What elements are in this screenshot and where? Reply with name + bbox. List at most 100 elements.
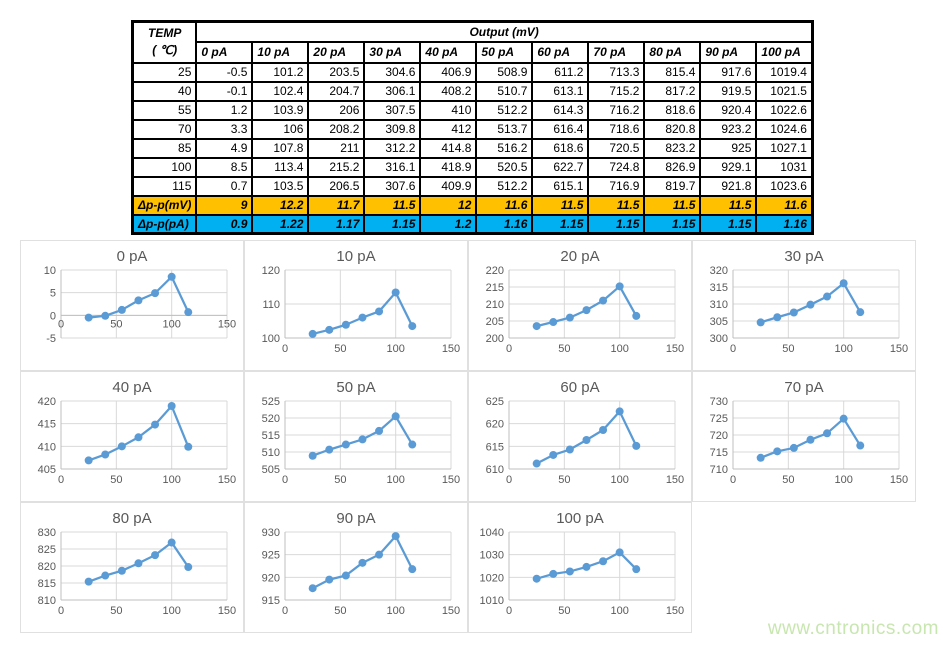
table-cell: 409.9 [419, 175, 478, 197]
svg-text:305: 305 [710, 316, 728, 328]
svg-text:1030: 1030 [480, 550, 504, 562]
svg-text:620: 620 [486, 419, 504, 431]
chart-title: 90 pA [336, 510, 376, 527]
table-cell: 107.8 [251, 137, 310, 159]
svg-text:320: 320 [710, 265, 728, 277]
column-header: 40 pA [419, 40, 478, 64]
svg-text:610: 610 [486, 464, 504, 476]
table-row: 115 0.7 103.5 206.5 307.6 409.9 512.2 615.1 716.… [131, 175, 814, 197]
table-cell: 70 [131, 118, 198, 140]
table-cell: 8.5 [195, 156, 254, 178]
svg-text:830: 830 [38, 527, 56, 539]
table-cell: 1021.5 [755, 80, 814, 102]
table-cell: 11.6 [755, 194, 814, 216]
table-cell: 102.4 [251, 80, 310, 102]
chart-0-pa: 0 pA -5 0 5 10 0 50 100 150 [20, 240, 244, 371]
table-cell: 1031 [755, 156, 814, 178]
svg-text:0: 0 [282, 343, 288, 355]
table-cell: 211 [307, 137, 366, 159]
table-row: 70 3.3 106 208.2 309.8 412 513.7 616.4 718.6 820.… [131, 118, 814, 140]
table-cell: 1.17 [307, 213, 366, 235]
table-cell: 203.5 [307, 61, 366, 83]
table-cell: 1.15 [699, 213, 758, 235]
table-cell: 11.5 [363, 194, 422, 216]
table-cell: 12 [419, 194, 478, 216]
svg-text:0: 0 [50, 310, 56, 322]
chart-title: 0 pA [116, 248, 148, 265]
svg-text:100: 100 [162, 318, 180, 330]
svg-text:50: 50 [558, 474, 570, 486]
table-cell: 622.7 [531, 156, 590, 178]
delta-pa-row: Δp-p(pA) 0.9 1.22 1.17 1.15 1.2 1.16 1.15 1.15 1.… [131, 213, 814, 235]
svg-text:615: 615 [486, 441, 504, 453]
table-cell: 208.2 [307, 118, 366, 140]
column-header: 90 pA [699, 40, 758, 64]
table-cell: 304.6 [363, 61, 422, 83]
table-cell: 1.22 [251, 213, 310, 235]
table-cell: 921.8 [699, 175, 758, 197]
svg-text:150: 150 [890, 343, 908, 355]
table-cell: 817.2 [643, 80, 702, 102]
table-cell: 11.5 [587, 194, 646, 216]
watermark: www.cntronics.com [767, 618, 939, 639]
svg-text:405: 405 [38, 464, 56, 476]
table-cell: 923.2 [699, 118, 758, 140]
table-row: 85 4.9 107.8 211 312.2 414.8 516.2 618.6 720.5 82… [131, 137, 814, 159]
svg-text:50: 50 [334, 343, 346, 355]
chart-title: 50 pA [336, 379, 376, 396]
table-cell: 1024.6 [755, 118, 814, 140]
svg-text:525: 525 [262, 396, 280, 408]
table-cell: 11.5 [643, 194, 702, 216]
svg-text:715: 715 [710, 447, 728, 459]
svg-text:150: 150 [666, 474, 684, 486]
table-cell: 920.4 [699, 99, 758, 121]
table-cell: 516.2 [475, 137, 534, 159]
table-cell: 615.1 [531, 175, 590, 197]
chart-plot: 1010 1020 1030 1040 0 50 100 150 [480, 527, 685, 617]
table-cell: 820.8 [643, 118, 702, 140]
table-cell: 1.16 [475, 213, 534, 235]
table-cell: 616.4 [531, 118, 590, 140]
svg-text:150: 150 [218, 474, 236, 486]
table-cell: 818.6 [643, 99, 702, 121]
svg-text:210: 210 [486, 299, 504, 311]
svg-text:50: 50 [558, 605, 570, 617]
chart-plot: 405 410 415 420 0 50 100 150 [38, 396, 237, 486]
chart-90-pa: 90 pA 915 920 925 930 0 50 100 150 [244, 502, 468, 633]
chart-title: 70 pA [784, 379, 824, 396]
table-cell: 215.2 [307, 156, 366, 178]
table-cell: 1.2 [195, 99, 254, 121]
temp-header-label: TEMP [148, 25, 182, 40]
chart-plot: 200 205 210 215 220 0 50 100 150 [486, 265, 685, 355]
svg-text:150: 150 [442, 474, 460, 486]
output-header: Output (mV) [195, 20, 814, 43]
table-row: 55 1.2 103.9 206 307.5 410 512.2 614.3 716.2 818.… [131, 99, 814, 121]
svg-text:925: 925 [262, 550, 280, 562]
svg-text:720: 720 [710, 430, 728, 442]
table-cell: 713.3 [587, 61, 646, 83]
table-cell: 12.2 [251, 194, 310, 216]
column-header: 30 pA [363, 40, 422, 64]
table-row: 40 -0.1 102.4 204.7 306.1 408.2 510.7 613.1 715.… [131, 80, 814, 102]
svg-text:820: 820 [38, 561, 56, 573]
svg-text:100: 100 [386, 605, 404, 617]
column-header: 60 pA [531, 40, 590, 64]
table-cell: 520.5 [475, 156, 534, 178]
table-header-row-2: 0 pA 10 pA 20 pA 30 pA 40 pA 50 pA 60 pA 70 pA 8… [133, 40, 814, 64]
table-cell: 512.2 [475, 99, 534, 121]
svg-text:215: 215 [486, 282, 504, 294]
table-cell: 40 [131, 80, 198, 102]
table-cell: 929.1 [699, 156, 758, 178]
chart-title: 10 pA [336, 248, 376, 265]
table-cell: 613.1 [531, 80, 590, 102]
table-cell: Δp-p(mV) [131, 194, 198, 216]
svg-text:100: 100 [386, 474, 404, 486]
svg-text:110: 110 [262, 299, 280, 311]
svg-text:825: 825 [38, 544, 56, 556]
svg-text:200: 200 [486, 333, 504, 345]
table-cell: 101.2 [251, 61, 310, 83]
chart-20-pa: 20 pA 200 205 210 215 220 0 50 100 150 [468, 240, 692, 371]
chart-10-pa: 10 pA 100 110 120 0 50 100 150 [244, 240, 468, 371]
svg-text:510: 510 [262, 447, 280, 459]
table-cell: 1027.1 [755, 137, 814, 159]
